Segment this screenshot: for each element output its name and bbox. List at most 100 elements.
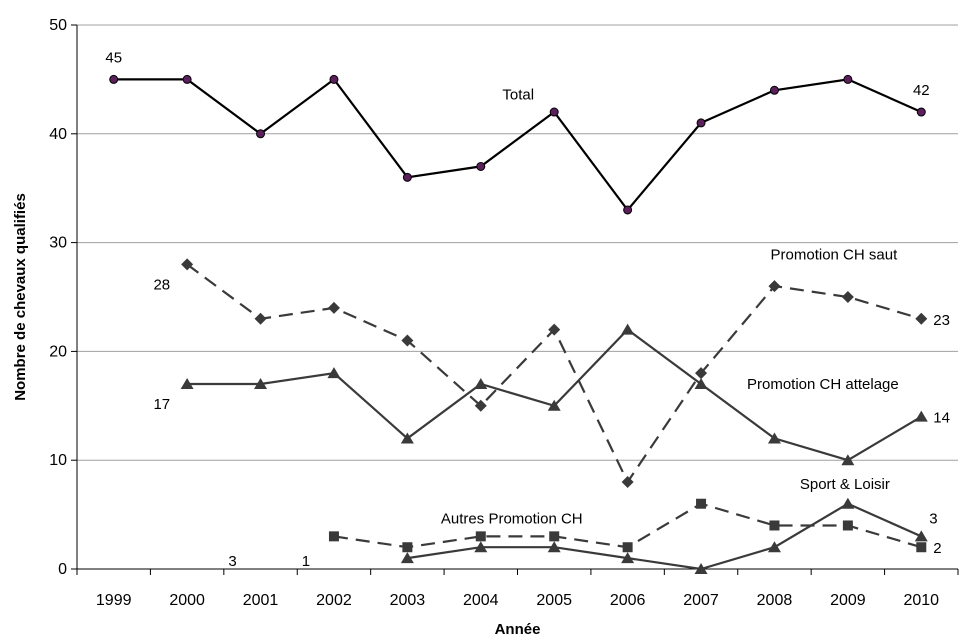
y-axis-title: Nombre de chevaux qualifiés [12, 193, 29, 401]
data-point [548, 323, 561, 336]
data-point [402, 542, 413, 553]
x-axis-title: Année [495, 621, 541, 638]
data-point [695, 367, 708, 380]
data-point [327, 367, 341, 379]
data-point [622, 542, 633, 553]
series-0 [109, 74, 926, 215]
data-point [547, 399, 561, 411]
data-point [476, 161, 486, 171]
series-group [109, 74, 928, 574]
data-point [621, 475, 634, 488]
data-point [768, 280, 781, 293]
data-point [767, 432, 781, 444]
x-tick-label: 2002 [316, 592, 352, 609]
annotation-label: 2 [933, 540, 941, 557]
data-point [842, 520, 853, 531]
data-point [916, 542, 927, 553]
annotation-label: 3 [228, 553, 236, 570]
data-point [841, 454, 855, 466]
data-point [400, 432, 414, 444]
data-point [180, 378, 194, 390]
data-point [254, 378, 268, 390]
data-point [916, 107, 926, 117]
annotation-label: Promotion CH saut [771, 246, 899, 263]
gridlines [77, 24, 958, 461]
x-tick-label: 2005 [536, 592, 572, 609]
x-tick-label: 1999 [96, 592, 132, 609]
series-line [333, 502, 922, 549]
y-tick-label: 0 [58, 561, 67, 578]
y-tick-label: 20 [49, 343, 67, 360]
data-point [181, 258, 194, 271]
data-point [549, 107, 559, 117]
y-tick-label: 40 [49, 126, 67, 143]
annotation-label: 17 [153, 396, 170, 413]
data-point [767, 541, 781, 553]
series-4 [400, 497, 928, 574]
data-point [401, 334, 414, 347]
data-point [843, 74, 853, 84]
x-tick-label: 2000 [169, 592, 205, 609]
annotation-label: Total [502, 86, 534, 103]
data-point [327, 301, 340, 314]
data-point [621, 552, 635, 564]
data-point [109, 74, 119, 84]
annotation-label: Promotion CH attelage [747, 376, 899, 393]
data-point [400, 552, 414, 564]
annotation-label: Sport & Loisir [800, 476, 890, 493]
x-tick-label: 2006 [610, 592, 646, 609]
data-point [841, 291, 854, 303]
data-point [182, 74, 192, 84]
x-tick-label: 2003 [390, 592, 426, 609]
annotation-label: 45 [105, 49, 122, 66]
data-point [694, 378, 708, 390]
data-point [623, 205, 633, 215]
annotation-label: 28 [153, 276, 170, 293]
data-point [474, 399, 487, 412]
y-tick-label: 10 [49, 452, 67, 469]
annotation-label: 42 [913, 82, 930, 99]
series-1 [181, 258, 928, 488]
data-point [402, 172, 412, 182]
series-line [407, 502, 922, 571]
series-2 [180, 323, 928, 466]
data-point [769, 85, 779, 95]
x-tick-label: 2008 [757, 592, 793, 609]
x-tick-label: 2010 [903, 592, 939, 609]
data-point [329, 74, 339, 84]
data-point [549, 531, 560, 542]
data-point [254, 312, 267, 325]
annotation-label: 23 [933, 312, 950, 329]
y-tick-label: 30 [49, 235, 67, 252]
data-point [474, 541, 488, 553]
data-point [915, 312, 928, 325]
data-point [328, 531, 339, 542]
data-point [696, 498, 707, 509]
annotation-label: Autres Promotion CH [441, 511, 583, 528]
x-tick-label: 2007 [683, 592, 719, 609]
data-point [914, 410, 928, 422]
axes: 0 10 20 30 40 50 1999 2000 2001 2002 2003 2004 2005 2… [49, 17, 959, 609]
annotation-label: 1 [302, 553, 310, 570]
annotation-label: 14 [933, 410, 950, 427]
series-3 [328, 498, 927, 553]
annotation-label: 3 [929, 510, 937, 527]
data-point [914, 530, 928, 542]
x-tick-label: 2009 [830, 592, 866, 609]
data-point [769, 520, 780, 531]
data-point [547, 541, 561, 553]
y-tick-label: 50 [49, 17, 67, 34]
data-point [621, 323, 635, 335]
data-point [475, 531, 486, 542]
data-point [694, 563, 708, 574]
x-tick-label: 2001 [243, 592, 279, 609]
x-tick-label: 2004 [463, 592, 499, 609]
data-point [474, 378, 488, 390]
data-point [256, 129, 266, 139]
series-line [187, 328, 922, 462]
data-point [696, 118, 706, 128]
data-point [841, 497, 855, 509]
